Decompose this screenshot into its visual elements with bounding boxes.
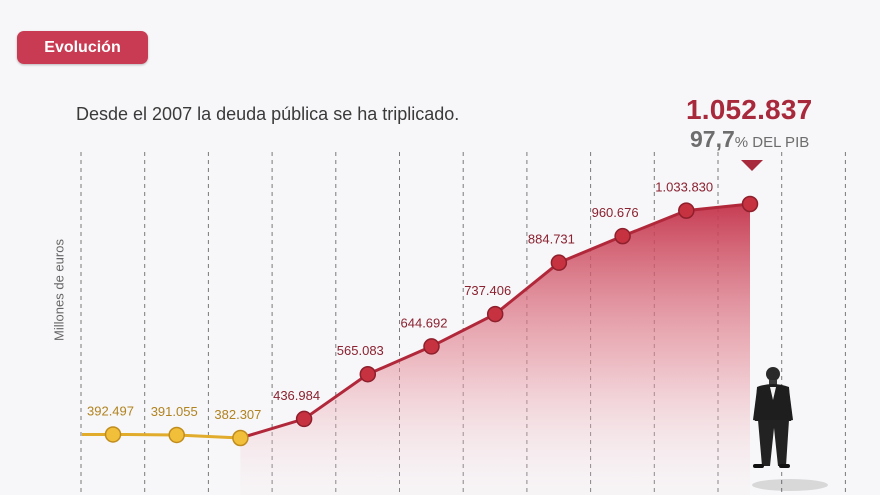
person-figure-icon (752, 367, 828, 491)
data-points (104, 195, 759, 447)
area-fill (240, 204, 750, 495)
data-label: 391.055 (151, 404, 198, 419)
data-label: 565.083 (337, 343, 384, 358)
data-label: 1.033.830 (655, 180, 713, 195)
highlight-pct: 97,7% DEL PIB (690, 126, 809, 153)
data-point (678, 202, 695, 219)
data-label: 382.307 (214, 407, 261, 422)
data-label: 884.731 (528, 232, 575, 247)
series-line-early (82, 432, 241, 440)
data-point (359, 365, 377, 383)
data-point (741, 195, 759, 213)
data-label: 392.497 (87, 403, 134, 418)
data-label: 960.676 (592, 205, 639, 220)
data-point (614, 227, 631, 245)
chart-subtitle: Desde el 2007 la deuda pública se ha tri… (76, 104, 460, 124)
data-point (486, 305, 504, 323)
section-badge: Evolución (17, 31, 148, 64)
data-labels: 392.497 391.055 382.307 436.984 565.083 644.6… (87, 180, 713, 422)
data-label: 644.692 (401, 315, 448, 330)
data-point (168, 426, 185, 444)
data-point (232, 429, 249, 447)
data-label: 737.406 (464, 283, 511, 298)
data-label: 436.984 (273, 388, 320, 403)
pct-text: % DEL PIB (734, 134, 810, 151)
highlight-value: 1.052.837 (686, 94, 813, 125)
data-point (104, 426, 122, 443)
data-point (423, 338, 440, 355)
data-point (295, 410, 313, 428)
highlight-arrow-icon (741, 160, 763, 171)
pct-number: 97,7 (690, 126, 735, 152)
data-point (550, 254, 568, 271)
